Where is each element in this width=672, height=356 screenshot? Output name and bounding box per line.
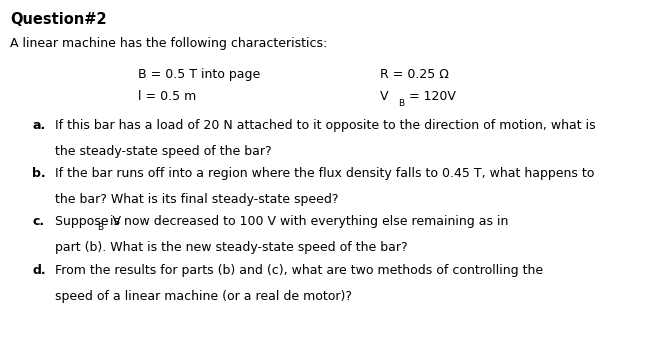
Text: A linear machine has the following characteristics:: A linear machine has the following chara… <box>10 37 327 51</box>
Text: d.: d. <box>32 264 46 277</box>
Text: If this bar has a load of 20 N attached to it opposite to the direction of motio: If this bar has a load of 20 N attached … <box>55 119 596 132</box>
Text: If the bar runs off into a region where the flux density falls to 0.45 T, what h: If the bar runs off into a region where … <box>55 167 595 180</box>
Text: c.: c. <box>32 215 44 229</box>
Text: a.: a. <box>32 119 46 132</box>
Text: b.: b. <box>32 167 46 180</box>
Text: Suppose V: Suppose V <box>55 215 121 229</box>
Text: speed of a linear machine (or a real de motor)?: speed of a linear machine (or a real de … <box>55 290 352 303</box>
Text: V: V <box>380 90 388 103</box>
Text: Question#2: Question#2 <box>10 12 107 27</box>
Text: l = 0.5 m: l = 0.5 m <box>138 90 196 103</box>
Text: B: B <box>97 223 103 232</box>
Text: From the results for parts (b) and (c), what are two methods of controlling the: From the results for parts (b) and (c), … <box>55 264 543 277</box>
Text: the bar? What is its final steady-state speed?: the bar? What is its final steady-state … <box>55 193 339 206</box>
Text: part (b). What is the new steady-state speed of the bar?: part (b). What is the new steady-state s… <box>55 241 408 254</box>
Text: B: B <box>398 99 405 108</box>
Text: B = 0.5 T into page: B = 0.5 T into page <box>138 68 260 82</box>
Text: = 120V: = 120V <box>405 90 456 103</box>
Text: is now decreased to 100 V with everything else remaining as in: is now decreased to 100 V with everythin… <box>106 215 508 229</box>
Text: the steady-state speed of the bar?: the steady-state speed of the bar? <box>55 145 271 158</box>
Text: R = 0.25 Ω: R = 0.25 Ω <box>380 68 448 82</box>
